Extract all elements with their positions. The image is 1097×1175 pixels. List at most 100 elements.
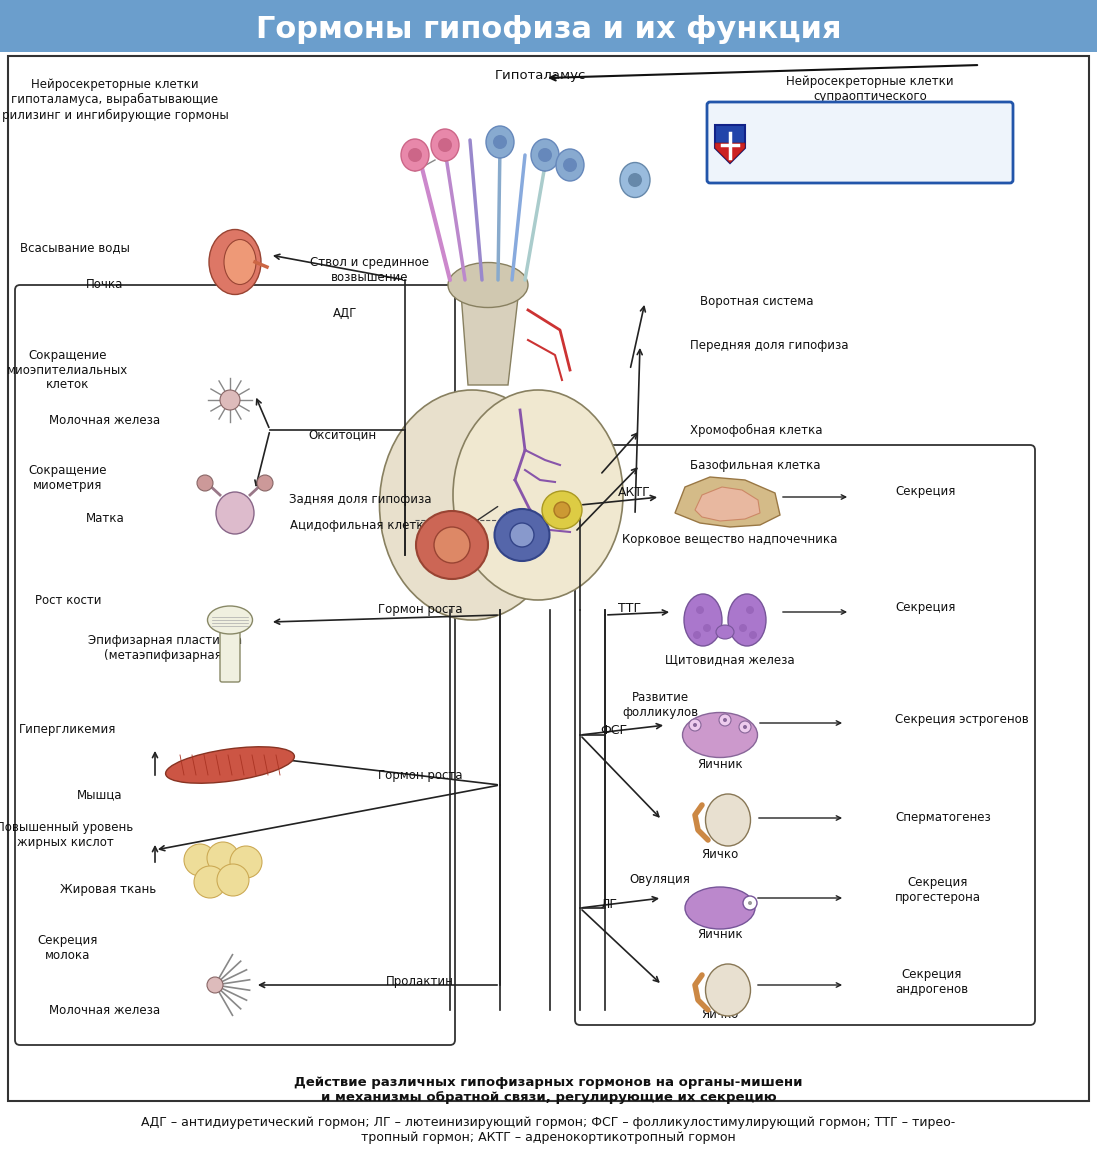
Polygon shape — [0, 0, 1097, 52]
Text: Сокращение
миоэпителиальных
клеток: Сокращение миоэпителиальных клеток — [8, 349, 128, 391]
Text: Meduniver.com: Meduniver.com — [750, 126, 869, 140]
Text: Повышенный уровень
жирных кислот: Повышенный уровень жирных кислот — [0, 821, 134, 850]
Ellipse shape — [685, 595, 722, 646]
Ellipse shape — [166, 747, 294, 784]
Text: Секреция эстрогенов: Секреция эстрогенов — [895, 713, 1029, 726]
Circle shape — [510, 523, 534, 548]
Circle shape — [538, 148, 552, 162]
Text: Ствол и срединное
возвышение: Ствол и срединное возвышение — [310, 256, 430, 284]
Text: Щитовидная железа: Щитовидная железа — [665, 653, 795, 666]
Text: Молочная железа: Молочная железа — [49, 414, 160, 427]
Circle shape — [693, 631, 701, 639]
Circle shape — [197, 475, 213, 491]
Circle shape — [220, 390, 240, 410]
Text: Мышца: Мышца — [77, 788, 123, 801]
Circle shape — [184, 844, 216, 877]
Circle shape — [739, 721, 751, 733]
Circle shape — [723, 718, 727, 721]
Text: Действие различных гипофизарных гормонов на органы-мишени
и механизмы обратной с: Действие различных гипофизарных гормонов… — [294, 1076, 803, 1104]
Ellipse shape — [728, 595, 766, 646]
Text: Нейросекреторные клетки
гипоталамуса, вырабатывающие
рилизинг и ингибирующие гор: Нейросекреторные клетки гипоталамуса, вы… — [1, 79, 228, 121]
Text: ТТГ: ТТГ — [618, 602, 641, 615]
Text: Развитие
фолликулов: Развитие фолликулов — [622, 691, 698, 719]
Ellipse shape — [556, 149, 584, 181]
Text: Секреция: Секреция — [895, 602, 955, 615]
Ellipse shape — [453, 390, 623, 600]
Text: Окситоцин: Окситоцин — [308, 429, 376, 442]
Text: Воротная система: Воротная система — [700, 295, 814, 309]
Ellipse shape — [210, 229, 261, 295]
Circle shape — [257, 475, 273, 491]
Ellipse shape — [402, 139, 429, 172]
Text: Корковое вещество надпочечника: Корковое вещество надпочечника — [622, 533, 838, 546]
Text: Секреция
андрогенов: Секреция андрогенов — [895, 968, 969, 996]
Circle shape — [207, 976, 223, 993]
Text: Гормон роста: Гормон роста — [377, 604, 462, 617]
Text: ФСГ: ФСГ — [600, 724, 627, 737]
Circle shape — [554, 502, 570, 518]
Text: Сперматогенез: Сперматогенез — [895, 812, 991, 825]
Text: Ацидофильная клетка: Ацидофильная клетка — [290, 518, 430, 531]
FancyBboxPatch shape — [220, 623, 240, 681]
Circle shape — [563, 157, 577, 172]
Text: Гормон роста: Гормон роста — [377, 768, 462, 781]
Text: Яичко: Яичко — [701, 1008, 738, 1021]
Polygon shape — [715, 125, 745, 163]
Text: Почка: Почка — [87, 278, 124, 291]
Text: Эпифизарная пластинка
(метаэпифизарная): Эпифизарная пластинка (метаэпифизарная) — [88, 634, 242, 662]
Polygon shape — [460, 280, 520, 385]
Text: Задняя доля гипофиза: Задняя доля гипофиза — [289, 494, 431, 506]
Circle shape — [746, 606, 754, 615]
Circle shape — [207, 842, 239, 874]
Ellipse shape — [416, 511, 488, 579]
Text: Гипергликемия: Гипергликемия — [20, 724, 116, 737]
Ellipse shape — [542, 491, 583, 529]
Ellipse shape — [620, 162, 651, 197]
Circle shape — [695, 606, 704, 615]
Text: АДГ – антидиуретический гормон; ЛГ – лютеинизирующий гормон; ФСГ – фолликулостим: АДГ – антидиуретический гормон; ЛГ – лют… — [142, 1116, 955, 1144]
Text: Хромофобная клетка: Хромофобная клетка — [690, 423, 823, 437]
Circle shape — [693, 723, 697, 727]
Text: Секреция
молока: Секреция молока — [37, 934, 99, 962]
Circle shape — [719, 714, 731, 726]
Text: Молочная железа: Молочная железа — [49, 1003, 160, 1016]
Text: Сокращение
миометрия: Сокращение миометрия — [29, 464, 108, 492]
Circle shape — [438, 137, 452, 152]
Ellipse shape — [448, 262, 528, 308]
Text: Секреция: Секреция — [895, 485, 955, 498]
Ellipse shape — [380, 390, 565, 620]
Text: Овуляция: Овуляция — [630, 873, 690, 886]
Circle shape — [230, 846, 262, 878]
Text: Гипоталамус: Гипоталамус — [495, 69, 586, 82]
Ellipse shape — [685, 887, 755, 929]
Text: АКТГ: АКТГ — [618, 485, 651, 498]
Text: Жировая ткань: Жировая ткань — [60, 884, 156, 897]
Text: Передняя доля гипофиза: Передняя доля гипофиза — [690, 338, 848, 351]
Ellipse shape — [486, 126, 514, 157]
Ellipse shape — [705, 963, 750, 1016]
Text: Пролактин: Пролактин — [386, 975, 454, 988]
FancyBboxPatch shape — [706, 102, 1013, 183]
Ellipse shape — [224, 240, 256, 284]
Polygon shape — [675, 477, 780, 528]
Text: Яичник: Яичник — [698, 759, 743, 772]
Text: Всасывание воды: Всасывание воды — [20, 242, 129, 255]
Circle shape — [493, 135, 507, 149]
Circle shape — [748, 901, 753, 905]
Text: Все по медицине: Все по медицине — [757, 148, 863, 161]
Ellipse shape — [531, 139, 559, 172]
Circle shape — [627, 173, 642, 187]
Text: Яичник: Яичник — [698, 928, 743, 941]
Text: ЛГ: ЛГ — [600, 899, 617, 912]
Circle shape — [703, 624, 711, 632]
Text: Рост кости: Рост кости — [35, 593, 101, 606]
Circle shape — [739, 624, 747, 632]
Ellipse shape — [705, 794, 750, 846]
Ellipse shape — [207, 606, 252, 635]
Text: Яичко: Яичко — [701, 848, 738, 861]
Ellipse shape — [495, 509, 550, 560]
Ellipse shape — [682, 712, 758, 758]
Circle shape — [689, 719, 701, 731]
Circle shape — [408, 148, 422, 162]
Circle shape — [217, 864, 249, 897]
